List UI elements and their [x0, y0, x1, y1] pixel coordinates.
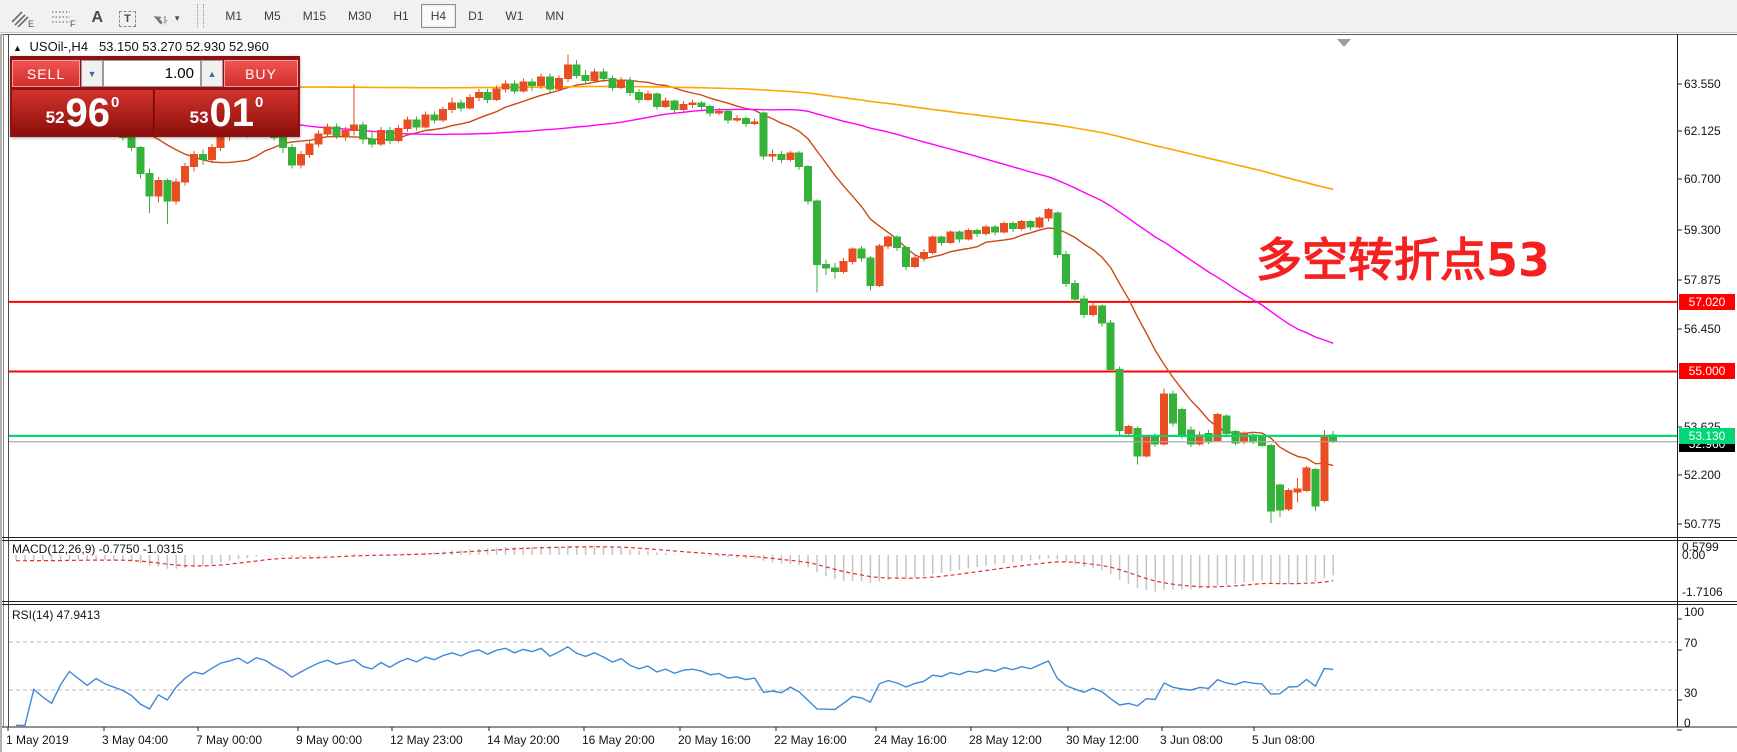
price-axis-label: 57.875 — [1684, 273, 1721, 287]
sell-price-pips: 96 — [65, 90, 111, 135]
time-axis-label: 1 May 2019 — [6, 733, 69, 747]
time-axis-label: 12 May 23:00 — [390, 733, 463, 747]
tf-button-m15[interactable]: M15 — [302, 9, 327, 23]
time-axis-label: 7 May 00:00 — [196, 733, 263, 747]
arrows-dropdown-caret-icon[interactable]: ▾ — [174, 13, 180, 23]
toolbar: E F A T ▾ M1 M5 M15 M30 H1 H4 D1 W1 — [0, 0, 1737, 33]
text-a-glyph: A — [91, 9, 104, 26]
time-axis-label: 20 May 16:00 — [678, 733, 751, 747]
time-axis-label: 24 May 16:00 — [874, 733, 947, 747]
symbol-and-timeframe: USOil-,H4 — [29, 39, 89, 54]
price-badge-57.020: 57.020 — [1679, 294, 1735, 310]
chart-text-annotation[interactable]: 多空转折点53 — [1256, 233, 1551, 287]
fibo-grid-icon — [52, 11, 71, 23]
sell-price-whole: 52 — [45, 108, 65, 127]
macd-axis-label: 0.5799 — [1682, 540, 1719, 554]
tf-button-m30[interactable]: M30 — [348, 9, 372, 23]
one-click-trade-panel: SELL ▼ 1.00 ▲ BUY 52 96 0 53 01 0 — [10, 56, 300, 137]
tf-button-d1[interactable]: D1 — [468, 9, 484, 23]
time-axis-label: 14 May 20:00 — [487, 733, 560, 747]
time-axis-label: 5 Jun 08:00 — [1252, 733, 1315, 747]
volume-decrease-button[interactable]: ▼ — [81, 60, 103, 87]
time-axis-label: 16 May 20:00 — [582, 733, 655, 747]
fibonacci-icon[interactable]: F — [50, 5, 76, 29]
draw-channel-icon[interactable]: E — [10, 5, 35, 29]
channel-sub-label: E — [28, 19, 35, 29]
candles-series — [12, 54, 1338, 523]
macd-indicator-label: MACD(12,26,9) -0.7750 -1.0315 — [12, 542, 184, 556]
price-axis-label: 52.200 — [1684, 468, 1721, 482]
price-badge-55.000: 55.000 — [1679, 363, 1735, 379]
price-axis-label: 59.300 — [1684, 223, 1721, 237]
rsi-axis-label: 100 — [1684, 605, 1705, 619]
toolbar-separator — [197, 4, 205, 28]
arrows-tool-icon[interactable]: ▾ — [152, 5, 180, 27]
buy-price-box[interactable]: 53 01 0 — [155, 90, 298, 135]
tf-button-m1[interactable]: M1 — [225, 9, 243, 23]
pane-frames — [0, 33, 1737, 752]
price-badge-53.130: 53.130 — [1679, 428, 1735, 444]
macd-signal-line — [16, 546, 1334, 588]
chart-title: ▲ USOil-,H4 53.150 53.270 52.930 52.960 — [13, 39, 269, 54]
tf-button-h1[interactable]: H1 — [393, 9, 409, 23]
quote-lines — [9, 434, 1677, 443]
buy-button[interactable]: BUY — [224, 60, 298, 87]
arrow-shapes-icon — [153, 16, 168, 25]
buy-price-pips: 01 — [209, 90, 255, 135]
tf-button-w1[interactable]: W1 — [505, 9, 524, 23]
axis-tick-marks — [7, 83, 1682, 731]
collapse-triangle-icon[interactable]: ▲ — [13, 43, 22, 53]
price-axis-label: 62.125 — [1684, 124, 1721, 138]
buy-price-whole: 53 — [189, 108, 209, 127]
tf-button-h4-active[interactable]: H4 — [420, 4, 457, 28]
time-axis-label: 22 May 16:00 — [774, 733, 847, 747]
channel-lines-icon — [11, 11, 29, 27]
rsi-axis-label: 0 — [1684, 716, 1691, 730]
tf-button-m5[interactable]: M5 — [264, 9, 281, 23]
time-axis-label: 3 Jun 08:00 — [1160, 733, 1223, 747]
label-t-glyph: T — [119, 11, 136, 27]
time-axis-label: 28 May 12:00 — [969, 733, 1042, 747]
buy-price-point: 0 — [255, 94, 264, 111]
time-axis-label: 9 May 00:00 — [296, 733, 363, 747]
tf-button-mn[interactable]: MN — [545, 9, 565, 23]
sell-price-point: 0 — [111, 94, 120, 111]
volume-increase-button[interactable]: ▲ — [201, 60, 223, 87]
rsi-line — [15, 645, 1334, 727]
price-axis-label: 60.700 — [1684, 172, 1721, 186]
price-axis-label: 63.550 — [1684, 77, 1721, 91]
pane-separators[interactable] — [2, 34, 1737, 728]
macd-histogram — [15, 545, 1334, 592]
text-tool-icon[interactable]: A — [92, 5, 104, 27]
text-label-tool-icon[interactable]: T — [119, 5, 136, 27]
sell-price-box[interactable]: 52 96 0 — [12, 90, 154, 135]
macd-axis-label: 0.00 — [1682, 548, 1706, 562]
title-ohlc-values: 53.150 53.270 52.930 52.960 — [98, 39, 269, 54]
sell-button[interactable]: SELL — [12, 60, 80, 87]
rsi-indicator-label: RSI(14) 47.9413 — [12, 608, 101, 622]
price-axis-label: 50.775 — [1684, 517, 1721, 531]
fibo-sub-label: F — [70, 19, 76, 29]
time-axis-label: 3 May 04:00 — [102, 733, 169, 747]
macd-axis-label: -1.7106 — [1682, 585, 1723, 599]
rsi-axis-label: 30 — [1684, 686, 1698, 700]
price-axis-label: 56.450 — [1684, 322, 1721, 336]
chart-shift-triangle-icon[interactable] — [1337, 39, 1351, 47]
time-axis-label: 30 May 12:00 — [1066, 733, 1139, 747]
rsi-axis-label: 70 — [1684, 636, 1698, 650]
volume-input[interactable]: 1.00 — [103, 60, 201, 87]
